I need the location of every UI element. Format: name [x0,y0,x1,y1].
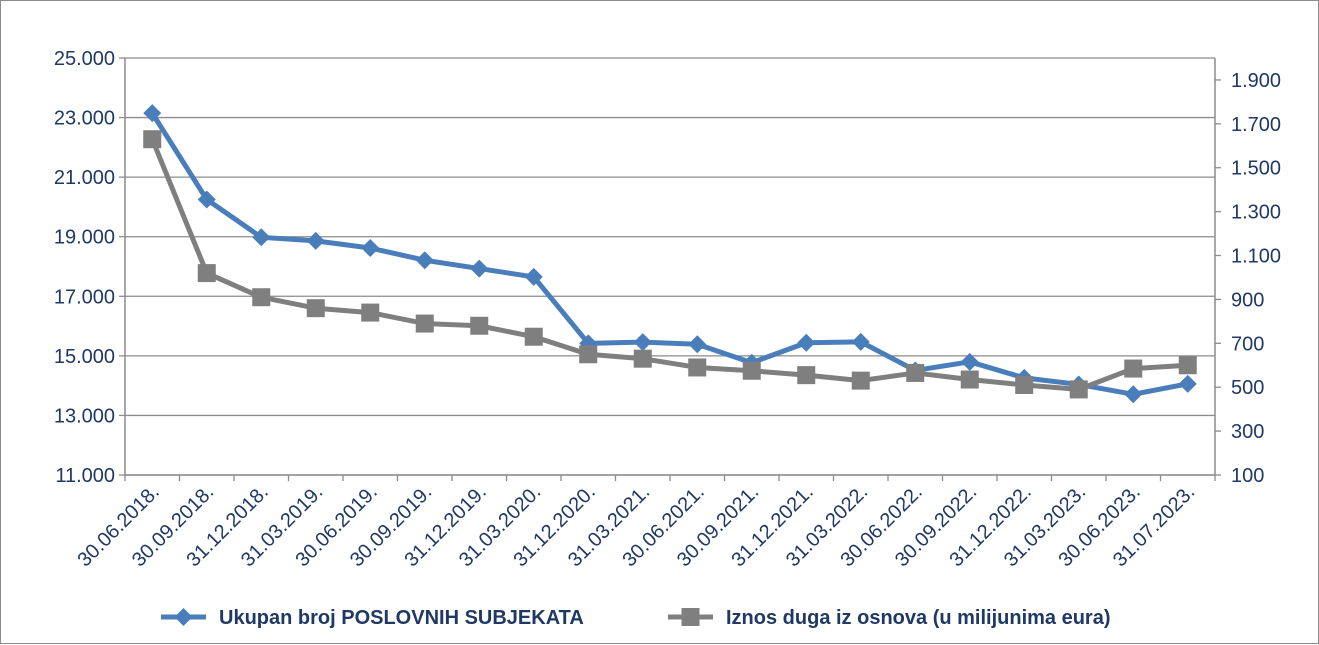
y-left-tick-label: 21.000 [54,167,115,189]
y-left-tick-label: 15.000 [54,346,115,368]
series-1-point-6 [470,259,489,278]
y-right-tick-label: 100 [1231,465,1264,487]
series-1-point-19 [1178,374,1197,393]
series-2-point-19 [1178,356,1197,375]
series-1-point-1 [197,190,216,209]
series-2-point-0 [143,130,162,149]
legend-marker-1 [174,608,193,626]
series-1-point-12 [797,333,816,352]
series-1-point-0 [143,104,162,123]
series-1-point-18 [1124,385,1143,404]
y-left-tick-label: 11.000 [55,465,115,487]
legend-label-2: Iznos duga iz osnova (u milijunima eura) [726,607,1111,629]
y-right-tick-label: 1.300 [1231,202,1281,224]
series-2-point-7 [524,327,543,346]
y-right-tick-label: 1.100 [1231,246,1281,268]
series-2-point-15 [960,370,979,389]
y-left-tick-label: 19.000 [54,227,115,249]
series-line-2 [149,136,1191,392]
series-2-point-2 [252,288,271,307]
series-1-point-4 [361,239,380,258]
y-right-tick-label: 700 [1231,333,1264,355]
series-1-point-3 [306,231,325,250]
series-2-point-9 [633,349,652,368]
y-right-tick-label: 1.500 [1231,158,1281,180]
y-right-tick-label: 900 [1231,289,1264,311]
series-2-point-6 [470,316,489,335]
series-1-point-13 [851,332,870,351]
series-1-point-7 [524,267,543,286]
series-2-point-10 [688,358,707,377]
series-1-point-9 [633,333,652,352]
series-2-point-1 [197,264,216,283]
series-2-point-13 [851,371,870,390]
y-right-tick-label: 300 [1231,421,1264,443]
series-2-point-18 [1124,359,1143,378]
y-left-tick-label: 17.000 [54,286,115,308]
series-2-point-11 [742,361,761,380]
y-right-tick-label: 500 [1231,377,1264,399]
series-1-point-15 [960,352,979,371]
legend-marker-2 [681,608,700,626]
y-right-tick-label: 1.900 [1231,70,1281,92]
series-2-point-8 [579,345,598,364]
series-2-point-3 [306,299,325,318]
series-1-point-5 [415,251,434,270]
y-right-tick-label: 1.700 [1231,114,1281,136]
series-2-point-12 [797,366,816,385]
series-1-point-2 [252,228,271,247]
series-1-point-10 [688,335,707,354]
series-2-point-14 [906,363,925,382]
series-line-1 [149,110,1191,397]
series-2-point-4 [361,303,380,322]
legend-label-1: Ukupan broj POSLOVNIH SUBJEKATA [219,607,584,629]
series-2-point-5 [415,314,434,333]
y-left-tick-label: 25.000 [54,48,115,70]
series-2-point-16 [1015,376,1034,395]
series-2-point-17 [1069,380,1088,399]
y-left-tick-label: 13.000 [54,405,115,427]
y-left-tick-label: 23.000 [54,108,115,130]
